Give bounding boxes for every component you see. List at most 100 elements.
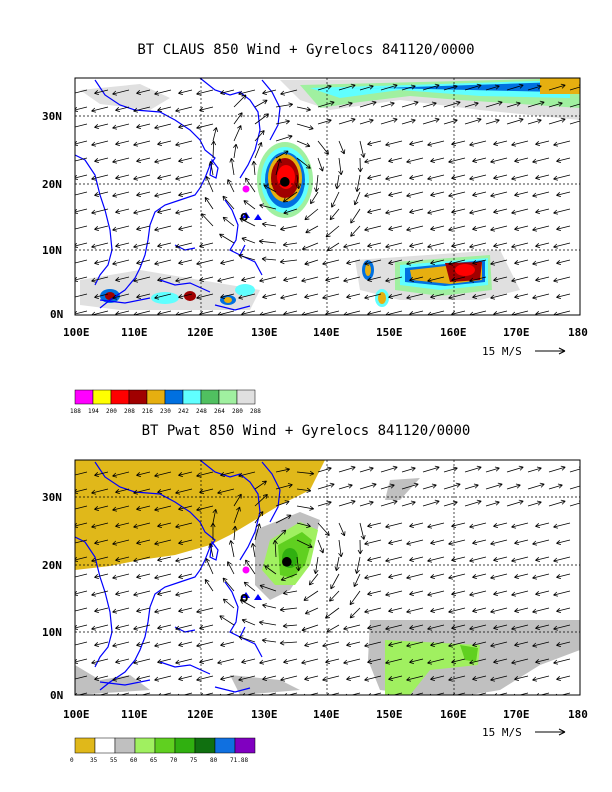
wind-arrow-icon	[367, 590, 382, 596]
wind-arrow-icon	[511, 590, 529, 597]
wind-arrow-icon	[490, 641, 508, 648]
wind-arrow-icon	[136, 641, 151, 647]
wind-arrow-icon	[222, 195, 235, 210]
wind-arrow-icon	[338, 522, 346, 537]
wind-arrow-icon	[409, 658, 424, 664]
wind-arrow-icon	[222, 577, 235, 592]
wind-arrow-icon	[94, 471, 109, 477]
wind-arrow-icon	[112, 123, 130, 130]
wind-arrow-icon	[367, 522, 382, 528]
wind-arrow-icon	[511, 658, 529, 665]
wind-arrow-icon	[254, 99, 268, 108]
wind-arrow-icon	[469, 658, 487, 665]
wind-arrow-icon	[448, 607, 466, 614]
wind-arrow-icon	[261, 256, 277, 262]
wind-arrow-icon	[325, 607, 340, 619]
wind-arrow-icon	[469, 522, 487, 529]
wind-arrow-icon	[196, 675, 214, 682]
wind-arrow-icon	[514, 225, 529, 231]
wind-arrow-icon	[385, 208, 403, 215]
wind-arrow-icon	[115, 658, 130, 664]
wind-arrow-icon	[259, 276, 277, 283]
wind-arrow-icon	[493, 174, 508, 180]
wind-arrow-icon	[157, 488, 172, 494]
wind-arrow-icon	[338, 499, 356, 507]
wind-arrow-icon	[282, 191, 298, 203]
wind-arrow-icon	[388, 259, 403, 265]
wind-arrow-icon	[385, 590, 403, 597]
colorbar-swatch	[114, 737, 136, 754]
wind-arrow-icon	[469, 174, 487, 181]
wind-arrow-icon	[303, 590, 319, 601]
wind-arrow-icon	[154, 89, 172, 96]
wind-arrow-icon	[406, 225, 424, 232]
wind-arrow-icon	[448, 259, 466, 266]
wind-arrow-icon	[367, 140, 382, 146]
wind-arrow-icon	[136, 259, 151, 265]
wind-arrow-icon	[275, 529, 287, 541]
wind-arrow-icon	[222, 216, 235, 227]
wind-arrow-icon	[178, 641, 193, 647]
wind-arrow-icon	[296, 522, 311, 528]
wind-arrow-icon	[409, 590, 424, 596]
wind-arrow-icon	[275, 514, 292, 524]
lon-label: 110E	[121, 708, 148, 721]
panel1-colorbar: 188 194 200 208 216 230 242 248 264 280 288	[70, 389, 261, 415]
wind-arrow-icon	[553, 556, 571, 563]
wind-arrow-icon	[75, 293, 88, 299]
wind-arrow-icon	[178, 259, 193, 265]
colorbar-swatch	[164, 389, 184, 405]
wind-arrow-icon	[241, 237, 256, 244]
wind-arrow-icon	[317, 522, 330, 537]
wind-arrow-icon	[409, 208, 424, 214]
panel2-map: o ●	[74, 459, 581, 696]
colorbar-label: 248	[196, 408, 207, 415]
wind-arrow-icon	[485, 500, 500, 507]
wind-arrow-icon	[556, 675, 571, 681]
wind-arrow-icon	[133, 276, 151, 283]
wind-arrow-icon	[157, 658, 172, 664]
wind-arrow-icon	[364, 607, 382, 614]
wind-arrow-icon	[350, 225, 361, 237]
wind-arrow-icon	[430, 225, 445, 231]
wind-arrow-icon	[115, 590, 130, 596]
wind-arrow-icon	[259, 584, 277, 592]
wind-arrow-icon	[199, 242, 214, 248]
wind-arrow-icon	[228, 540, 235, 558]
wind-arrow-icon	[359, 522, 366, 540]
wind-arrow-icon	[490, 607, 508, 614]
wind-arrow-icon	[349, 607, 361, 619]
wind-arrow-icon	[367, 556, 382, 562]
wind-arrow-icon	[535, 522, 550, 528]
wind-arrow-icon	[490, 225, 508, 232]
wind-arrow-icon	[175, 556, 193, 563]
wind-arrow-icon	[472, 573, 487, 579]
wind-arrow-icon	[254, 523, 261, 541]
wind-arrow-icon	[233, 125, 242, 142]
wind-arrow-icon	[94, 573, 109, 579]
wind-arrow-icon	[310, 191, 319, 205]
wind-arrow-icon	[346, 675, 361, 681]
wind-arrow-icon	[556, 225, 571, 231]
wind-arrow-icon	[380, 483, 395, 490]
wind-arrow-icon	[136, 157, 151, 163]
wind-arrow-icon	[196, 471, 214, 478]
wind-arrow-icon	[448, 641, 466, 648]
wind-arrow-icon	[506, 465, 524, 473]
wind-arrow-icon	[241, 658, 256, 664]
wind-arrow-icon	[406, 157, 424, 164]
wind-arrow-icon	[355, 174, 361, 192]
wind-arrow-icon	[511, 208, 529, 215]
colorbar-label: 230	[160, 408, 171, 415]
lon-label: 100E	[63, 708, 90, 721]
wind-arrow-icon	[490, 259, 508, 266]
wind-arrow-icon	[304, 293, 319, 299]
wind-arrow-icon	[472, 607, 487, 613]
wind-arrow-icon	[157, 556, 172, 562]
wind-arrow-icon	[448, 225, 466, 232]
wind-arrow-icon	[280, 89, 298, 96]
colorbar-swatch	[74, 389, 94, 405]
wind-arrow-icon	[112, 89, 130, 96]
colorbar-swatch	[214, 737, 236, 754]
wind-arrow-icon	[94, 225, 109, 231]
